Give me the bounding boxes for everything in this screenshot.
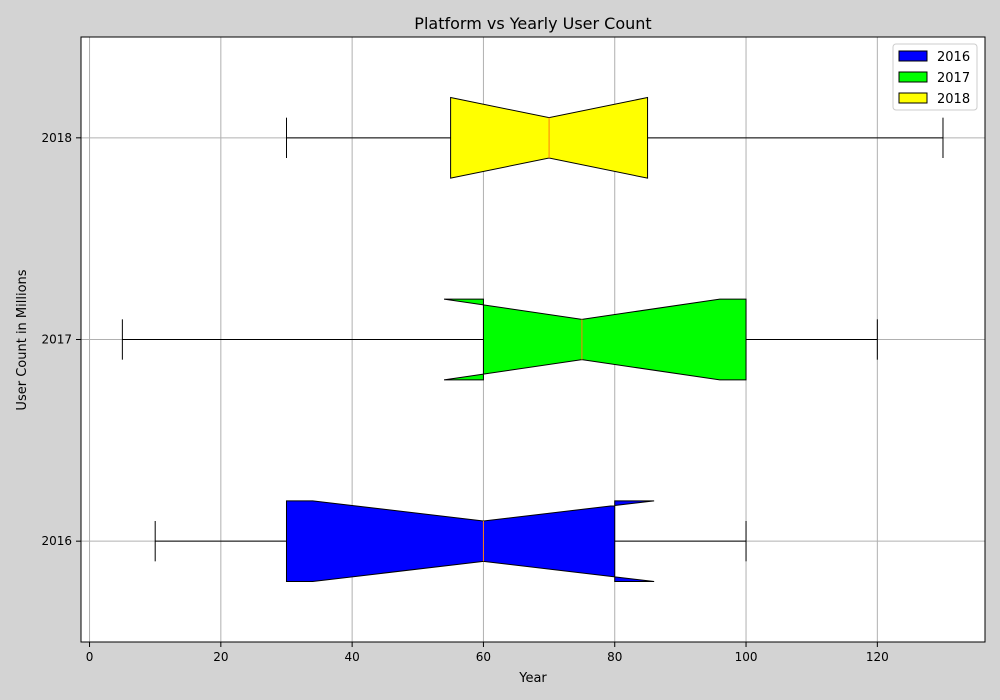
x-tick-label: 100	[735, 650, 758, 664]
x-tick-label: 0	[86, 650, 94, 664]
legend-entry: 2016	[937, 50, 970, 65]
y-axis-ticks: 2016 2017 2018	[41, 131, 81, 548]
x-tick-label: 20	[213, 650, 228, 664]
y-axis-label: User Count in Millions	[15, 269, 30, 410]
box-2017	[121, 298, 878, 381]
legend-swatch	[898, 71, 928, 83]
legend-swatch	[898, 50, 928, 62]
x-tick-label: 120	[866, 650, 889, 664]
legend-entry: 2018	[937, 92, 970, 107]
box-series	[121, 96, 944, 582]
y-tick-label: 2018	[41, 131, 72, 145]
x-axis-label: Year	[518, 671, 547, 686]
box-2016	[154, 500, 747, 582]
x-tick-label: 60	[476, 650, 491, 664]
legend: 2016 2017 2018	[892, 43, 978, 111]
x-axis-ticks: 0 20 40 60 80 100 120	[86, 642, 889, 664]
legend-entry: 2017	[937, 71, 970, 86]
x-tick-label: 40	[344, 650, 359, 664]
y-tick-label: 2016	[41, 534, 72, 548]
box-body	[443, 298, 747, 381]
x-tick-label: 80	[607, 650, 622, 664]
legend-swatch	[898, 92, 928, 104]
y-tick-label: 2017	[41, 333, 72, 347]
box-2018	[285, 96, 944, 179]
box-body	[285, 500, 655, 582]
chart-title: Platform vs Yearly User Count	[414, 14, 651, 33]
